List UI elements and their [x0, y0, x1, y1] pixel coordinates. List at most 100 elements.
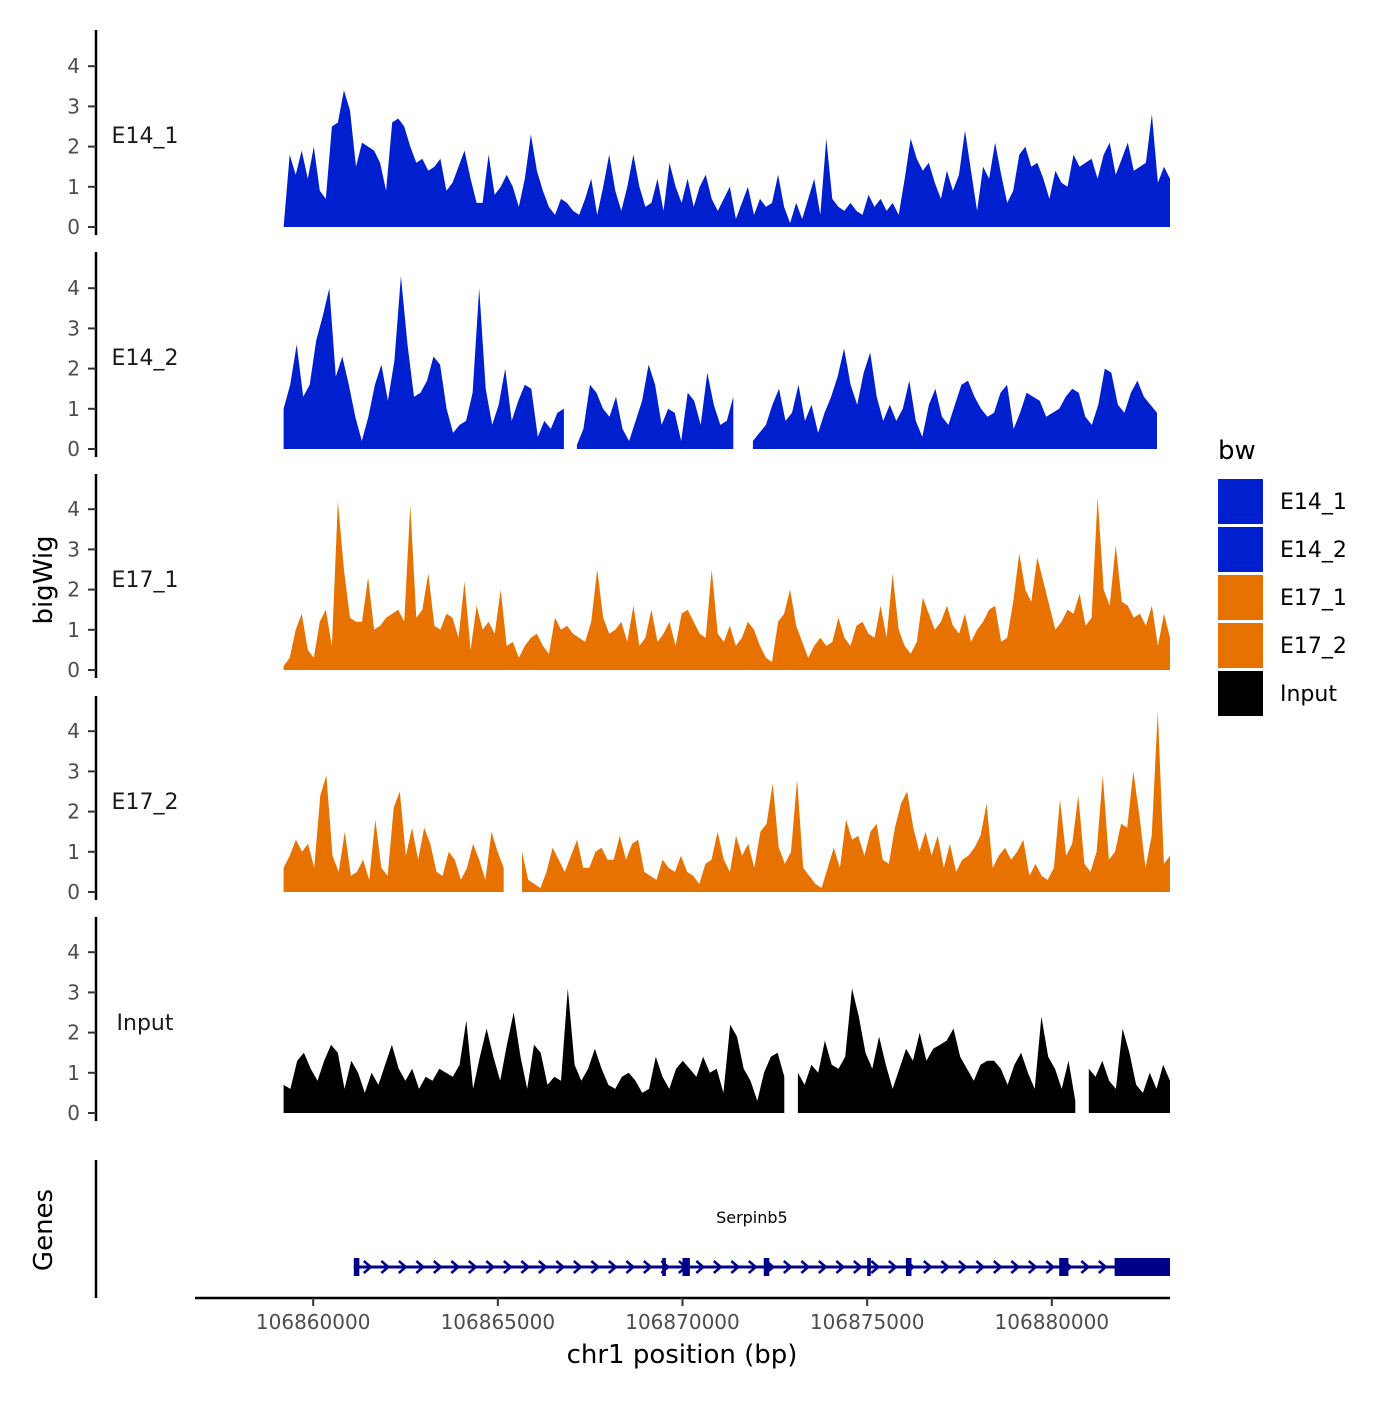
- y-tick-label: 3: [67, 316, 80, 340]
- coverage-area-E17_2: [283, 775, 504, 892]
- track-E17_2: 0 1 2 3 4 E17_2: [67, 696, 1170, 904]
- strand-arrow: [415, 1260, 426, 1274]
- legend: bw E14_1 E14_2 E17_1 E17_2 Input: [1218, 436, 1347, 716]
- y-tick-label: 0: [67, 215, 80, 239]
- legend-label: E14_2: [1280, 538, 1347, 563]
- genes-axis-title: Genes: [29, 1189, 59, 1271]
- strand-arrow: [940, 1260, 951, 1274]
- x-tick-label: 106880000: [995, 1310, 1110, 1334]
- strand-arrow: [887, 1260, 898, 1274]
- y-tick-label: 1: [67, 397, 80, 421]
- legend-label: E17_2: [1280, 634, 1347, 659]
- track-label: E14_1: [112, 124, 179, 149]
- strand-arrow: [1010, 1260, 1021, 1274]
- y-tick-label: 3: [67, 537, 80, 561]
- x-tick-label: 106870000: [625, 1310, 740, 1334]
- y-tick-label: 2: [67, 135, 80, 159]
- strand-arrow: [625, 1260, 636, 1274]
- strand-arrow: [1027, 1260, 1038, 1274]
- strand-arrow: [975, 1260, 986, 1274]
- track-E17_1: 0 1 2 3 4 E17_1: [67, 474, 1171, 682]
- coverage-area-E17_2: [522, 711, 1170, 892]
- strand-arrow: [695, 1260, 706, 1274]
- legend-title: bw: [1218, 436, 1256, 466]
- legend-swatch: [1218, 479, 1263, 524]
- y-tick-label: 1: [67, 840, 80, 864]
- legend-label: Input: [1280, 682, 1337, 707]
- strand-arrow: [817, 1260, 828, 1274]
- y-tick-label: 4: [67, 54, 80, 78]
- strand-arrow: [1097, 1260, 1108, 1274]
- coverage-area-E17_1: [283, 497, 1171, 670]
- legend-label: E14_1: [1280, 490, 1347, 515]
- y-tick-label: 4: [67, 276, 80, 300]
- y-tick-label: 1: [67, 1061, 80, 1085]
- coverage-area-E14_2: [283, 276, 564, 449]
- y-tick-label: 0: [67, 880, 80, 904]
- x-axis: 106860000 106865000 106870000 106875000 1068…: [195, 1296, 1170, 1334]
- legend-swatch: [1218, 671, 1263, 716]
- y-tick-label: 2: [67, 800, 80, 824]
- x-tick-label: 106865000: [441, 1310, 556, 1334]
- strand-arrow: [502, 1260, 513, 1274]
- track-E14_1: 0 1 2 3 4 E14_1: [67, 30, 1171, 239]
- y-tick-label: 2: [67, 357, 80, 381]
- y-tick-label: 0: [67, 658, 80, 682]
- y-tick-label: 1: [67, 175, 80, 199]
- strand-arrow: [870, 1260, 881, 1274]
- strand-arrow: [922, 1260, 933, 1274]
- gene-name-label: Serpinb5: [716, 1208, 788, 1227]
- strand-arrow: [852, 1260, 863, 1274]
- strand-arrow: [835, 1260, 846, 1274]
- strand-arrow: [590, 1260, 601, 1274]
- gene-exon: [662, 1258, 666, 1276]
- strand-arrow: [642, 1260, 653, 1274]
- strand-arrow: [607, 1260, 618, 1274]
- y-tick-label: 3: [67, 980, 80, 1004]
- gene-exon: [682, 1258, 690, 1276]
- x-axis-title: chr1 position (bp): [567, 1340, 798, 1370]
- strand-arrow: [450, 1260, 461, 1274]
- strand-arrow: [485, 1260, 496, 1274]
- gene-exon: [867, 1258, 871, 1276]
- y-tick-label: 4: [67, 719, 80, 743]
- coverage-area-Input: [283, 988, 785, 1113]
- y-tick-label: 3: [67, 759, 80, 783]
- y-tick-label: 2: [67, 1021, 80, 1045]
- gene-exon: [353, 1258, 360, 1276]
- coverage-area-E14_2: [752, 348, 1157, 449]
- strand-arrow: [712, 1260, 723, 1274]
- gene-exon: [905, 1258, 912, 1276]
- y-tick-label: 4: [67, 940, 80, 964]
- strand-arrow: [800, 1260, 811, 1274]
- coverage-area-Input: [1088, 1028, 1170, 1113]
- track-label: E17_2: [112, 790, 179, 815]
- y-tick-label: 0: [67, 1101, 80, 1125]
- strand-arrow: [730, 1260, 741, 1274]
- strand-arrow: [432, 1260, 443, 1274]
- gene-track: Serpinb5: [353, 1208, 1170, 1276]
- y-tick-label: 4: [67, 497, 80, 521]
- strand-arrow: [1080, 1260, 1091, 1274]
- track-label: E14_2: [112, 346, 179, 371]
- strand-arrow: [782, 1260, 793, 1274]
- tracks: 0 1 2 3 4 E14_1 0 1 2 3 4 E14_2 0 1 2 3 4 E17_1 0 1 2 3 4 E17_2…: [67, 30, 1171, 1125]
- track-E14_2: 0 1 2 3 4 E14_2: [67, 252, 1157, 461]
- strand-arrow: [555, 1260, 566, 1274]
- y-axis-title: bigWig: [29, 535, 59, 624]
- coverage-area-E14_2: [576, 364, 734, 449]
- strand-arrow: [957, 1260, 968, 1274]
- y-tick-label: 2: [67, 578, 80, 602]
- strand-arrow: [467, 1260, 478, 1274]
- strand-arrow: [1045, 1260, 1056, 1274]
- track-Input: 0 1 2 3 4 Input: [67, 917, 1170, 1125]
- strand-arrow: [537, 1260, 548, 1274]
- x-tick-label: 106860000: [256, 1310, 371, 1334]
- gene-exon: [1059, 1258, 1069, 1276]
- y-tick-label: 3: [67, 94, 80, 118]
- track-label: E17_1: [112, 568, 179, 593]
- y-tick-label: 0: [67, 437, 80, 461]
- y-tick-label: 1: [67, 618, 80, 642]
